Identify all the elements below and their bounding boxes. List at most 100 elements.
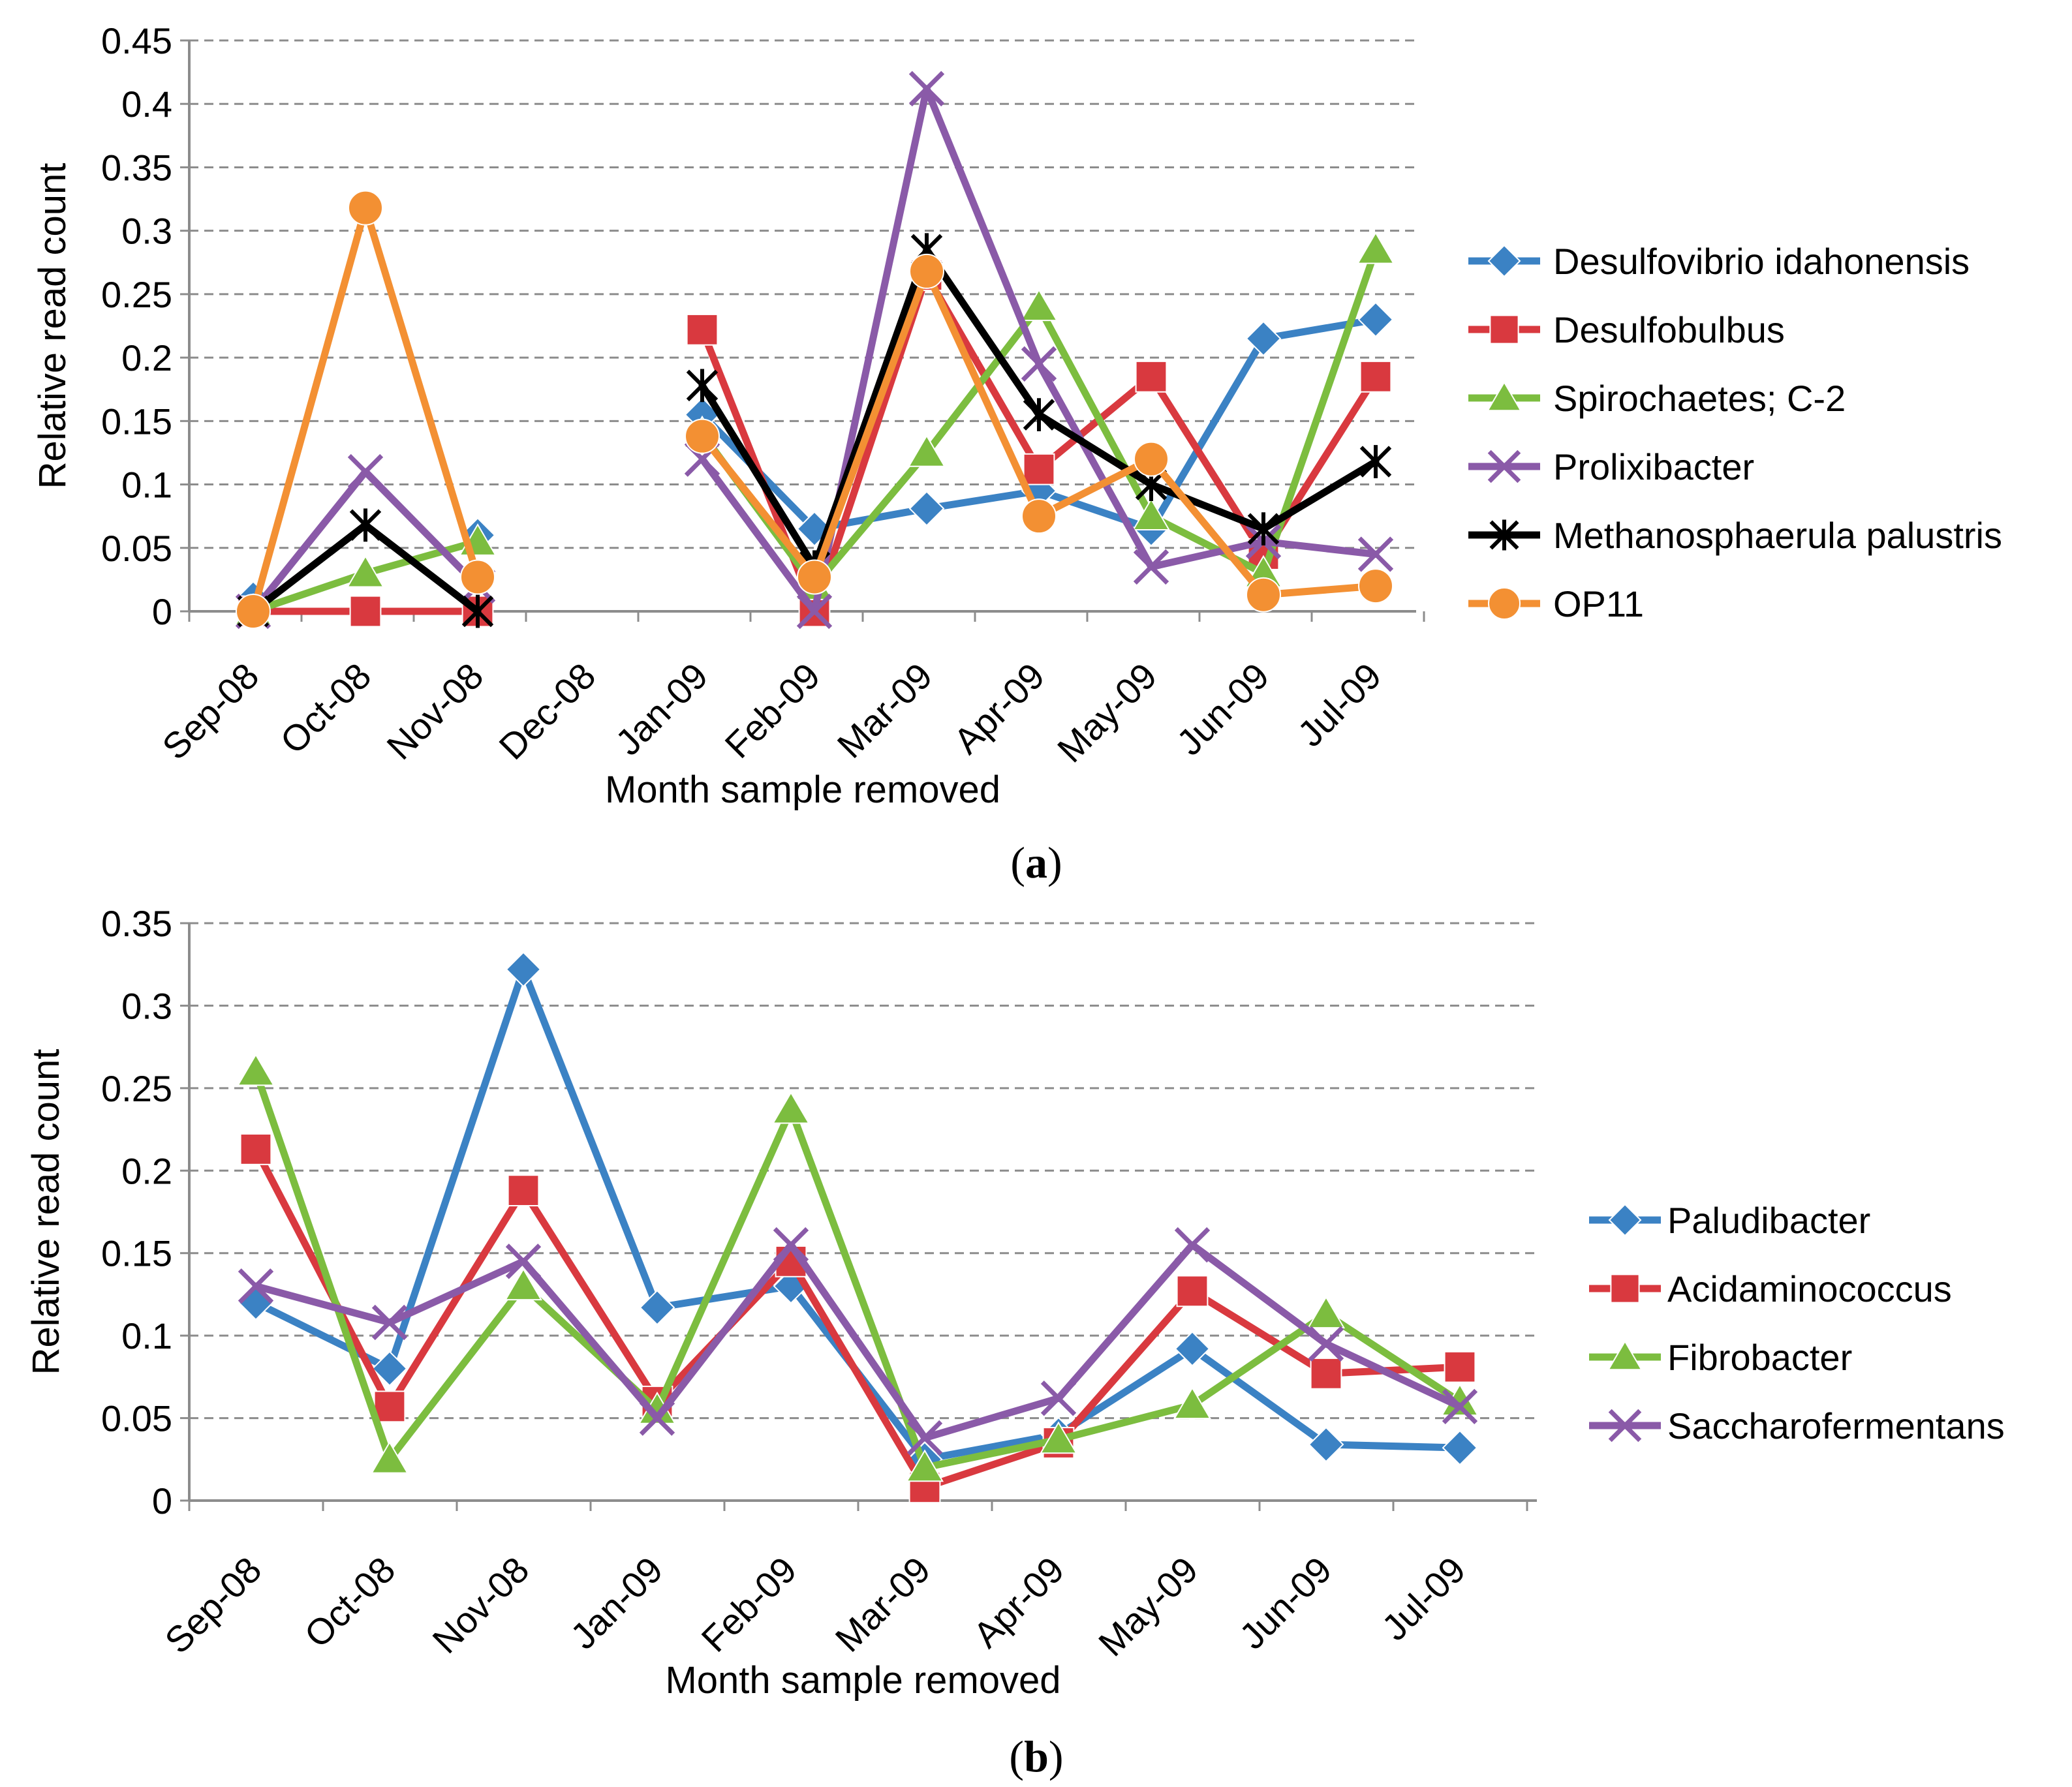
data-point (685, 418, 720, 454)
data-point (1040, 1381, 1077, 1416)
data-point (1358, 568, 1393, 604)
data-point (460, 559, 495, 595)
y-tick-label: 0.35 (101, 903, 172, 944)
data-point (639, 1289, 675, 1326)
data-point (507, 1174, 540, 1207)
legend-label: OP11 (1553, 583, 1644, 624)
data-point (1442, 1388, 1478, 1425)
panel-label-letter: a (1025, 838, 1047, 887)
data-point (1173, 1386, 1212, 1420)
data-point (236, 594, 271, 629)
panel-label-open: ( (1009, 1732, 1024, 1781)
data-point (909, 253, 944, 289)
y-tick-label: 0.3 (121, 985, 172, 1026)
legend-marker (1487, 381, 1522, 412)
x-tick-label: Jan-09 (608, 655, 716, 763)
data-point (240, 1133, 272, 1165)
y-tick-label: 0 (152, 591, 172, 632)
y-tick-label: 0.1 (121, 465, 172, 506)
legend-marker (1488, 587, 1521, 620)
data-point (371, 1304, 408, 1341)
series-line (252, 1068, 1464, 1471)
y-tick-label: 0.05 (101, 528, 172, 569)
x-tick-label: Feb-09 (717, 655, 827, 766)
legend-marker (1489, 519, 1519, 551)
data-point (505, 1244, 542, 1279)
x-tick-label: Sep-08 (157, 1549, 269, 1661)
y-tick-label: 0.35 (101, 147, 172, 188)
data-point (370, 1441, 409, 1474)
y-tick-label: 0.15 (101, 401, 172, 442)
data-point (1246, 577, 1281, 613)
data-point (238, 1268, 274, 1304)
data-point (348, 190, 383, 226)
legend-entry: Methanosphaerula palustris (1468, 515, 2002, 556)
x-tick-label: Apr-09 (965, 1549, 1072, 1655)
data-point (1308, 1326, 1344, 1362)
data-point (346, 555, 385, 588)
series-5 (236, 190, 1393, 629)
y-tick-label: 0.4 (121, 84, 172, 125)
series-line (252, 966, 1464, 1463)
y-tick-label: 0.25 (101, 1068, 172, 1109)
y-tick-label: 0.3 (121, 211, 172, 252)
panel-label: (b) (1009, 1732, 1063, 1781)
data-point (1039, 1421, 1078, 1454)
legend-label: Fibrobacter (1667, 1337, 1852, 1378)
legend-label: Prolixibacter (1553, 446, 1754, 487)
panel-label-open: ( (1010, 838, 1025, 887)
data-point (1357, 536, 1394, 572)
data-point (371, 1351, 408, 1387)
data-point (1359, 445, 1392, 478)
data-point (505, 951, 542, 988)
data-point (1245, 320, 1282, 357)
y-axis-title: Relative read count (31, 163, 74, 489)
legend-marker (1608, 1409, 1642, 1443)
legend-entry: Paludibacter (1589, 1200, 1870, 1241)
panel-label: (a) (1010, 838, 1062, 887)
legend-entry: Acidaminococcus (1589, 1268, 1952, 1309)
data-point (1019, 288, 1059, 322)
x-tick-label: Nov-08 (424, 1549, 536, 1661)
x-tick-label: Oct-08 (272, 655, 379, 761)
data-point (347, 453, 384, 490)
legend-label: Paludibacter (1667, 1200, 1870, 1241)
legend-entry: Desulfovibrio idahonensis (1468, 241, 1970, 282)
y-axis-title: Relative read count (25, 1049, 67, 1375)
x-tick-label: May-09 (1049, 655, 1165, 771)
legend-marker (1487, 244, 1521, 278)
data-point (639, 1400, 675, 1436)
x-axis-title: Month sample removed (665, 1659, 1060, 1702)
data-point (1021, 346, 1057, 382)
series-line (252, 1145, 1464, 1491)
data-point (905, 1449, 944, 1482)
y-tick-label: 0.1 (121, 1315, 172, 1356)
data-point (1174, 1227, 1211, 1263)
x-tick-label: Nov-08 (379, 655, 491, 767)
data-point (1133, 549, 1169, 585)
legend-entry: Fibrobacter (1589, 1337, 1852, 1378)
y-tick-label: 0.2 (121, 337, 172, 378)
legend-label: Spirochaetes; C-2 (1553, 378, 1846, 419)
data-point (773, 1227, 809, 1263)
legend-entry: OP11 (1468, 583, 1644, 624)
data-point (771, 1091, 811, 1124)
data-point (1176, 1275, 1209, 1307)
data-point (504, 1268, 543, 1301)
data-point (349, 595, 382, 628)
data-point (1023, 398, 1055, 432)
data-point (908, 70, 945, 107)
x-tick-label: Dec-08 (491, 655, 603, 767)
data-point (907, 434, 946, 467)
series-3 (238, 1227, 1478, 1456)
data-point (796, 593, 833, 630)
data-point (1023, 453, 1055, 485)
legend-marker (1487, 450, 1521, 483)
data-point (1356, 231, 1395, 264)
y-tick-label: 0.2 (121, 1150, 172, 1191)
legend-marker (1608, 1203, 1642, 1237)
x-tick-label: Mar-09 (827, 1549, 938, 1660)
x-tick-label: Sep-08 (154, 655, 266, 767)
